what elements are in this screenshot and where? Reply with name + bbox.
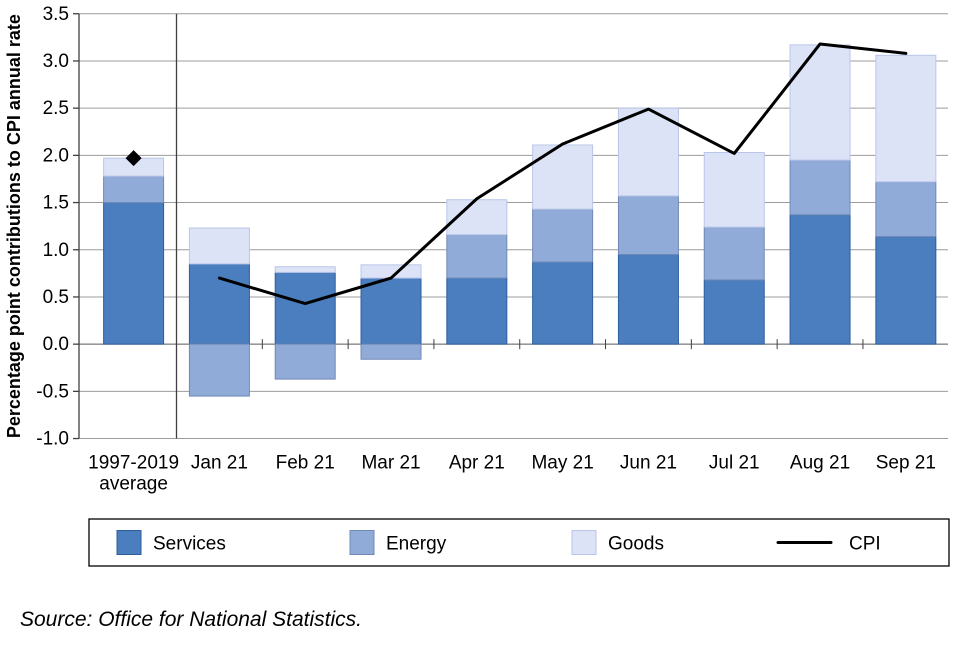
svg-text:Aug 21: Aug 21: [790, 453, 850, 474]
svg-text:Goods: Goods: [608, 534, 664, 555]
svg-text:-0.5: -0.5: [36, 381, 69, 402]
svg-text:May 21: May 21: [531, 453, 593, 474]
svg-text:Services: Services: [153, 534, 226, 555]
svg-text:Jul 21: Jul 21: [709, 453, 760, 474]
svg-text:Apr 21: Apr 21: [449, 453, 505, 474]
svg-text:0.0: 0.0: [43, 334, 69, 355]
svg-text:Percentage point contributions: Percentage point contributions to CPI an…: [4, 14, 24, 438]
svg-text:Sep 21: Sep 21: [876, 453, 936, 474]
svg-text:Source: Office for National St: Source: Office for National Statistics.: [20, 608, 362, 631]
svg-text:3.5: 3.5: [43, 4, 69, 25]
svg-text:Mar 21: Mar 21: [361, 453, 420, 474]
svg-text:Energy: Energy: [386, 534, 447, 555]
svg-text:1997-2019: 1997-2019: [88, 453, 179, 474]
svg-text:Feb 21: Feb 21: [276, 453, 335, 474]
svg-text:1.0: 1.0: [43, 240, 69, 261]
svg-text:Jan 21: Jan 21: [191, 453, 248, 474]
svg-text:2.0: 2.0: [43, 145, 69, 166]
svg-text:3.0: 3.0: [43, 51, 69, 72]
svg-text:1.5: 1.5: [43, 193, 69, 214]
svg-text:-1.0: -1.0: [36, 429, 69, 450]
svg-text:average: average: [99, 474, 168, 495]
svg-text:CPI: CPI: [849, 534, 881, 555]
svg-text:2.5: 2.5: [43, 98, 69, 119]
svg-text:Jun 21: Jun 21: [620, 453, 677, 474]
svg-text:0.5: 0.5: [43, 287, 69, 308]
